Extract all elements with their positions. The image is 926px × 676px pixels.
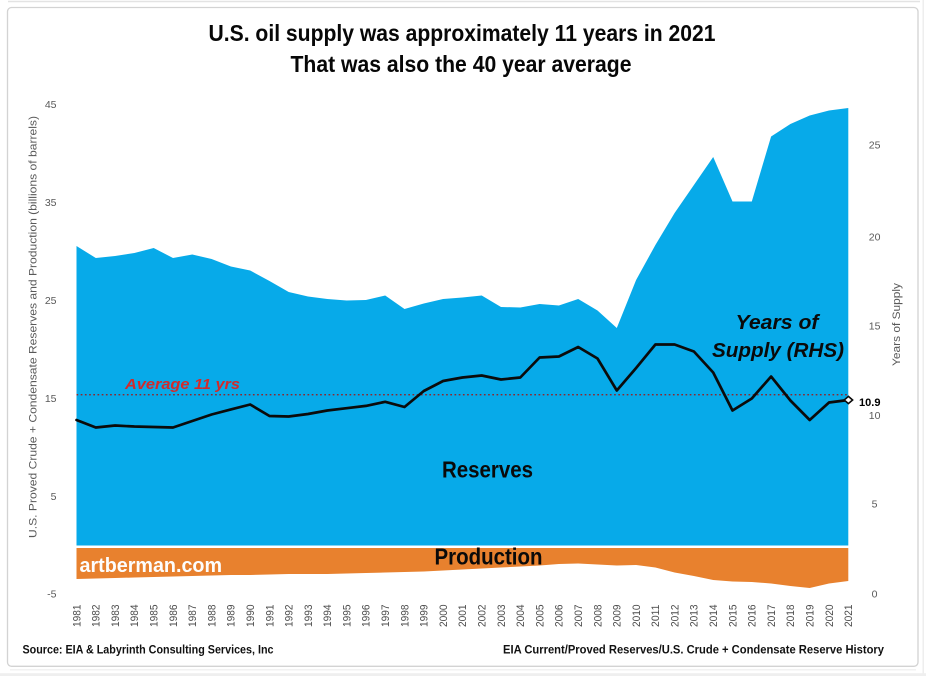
svg-text:2012: 2012 bbox=[669, 605, 681, 628]
svg-text:2003: 2003 bbox=[496, 605, 508, 628]
svg-text:-5: -5 bbox=[47, 589, 56, 601]
svg-text:artberman.com: artberman.com bbox=[80, 555, 223, 577]
svg-text:25: 25 bbox=[45, 295, 57, 307]
svg-text:2010: 2010 bbox=[631, 605, 643, 628]
svg-text:1993: 1993 bbox=[303, 605, 315, 628]
svg-text:25: 25 bbox=[869, 139, 881, 151]
svg-text:5: 5 bbox=[872, 498, 878, 510]
svg-text:EIA Current/Proved Reserves/U.: EIA Current/Proved Reserves/U.S. Crude +… bbox=[503, 645, 885, 657]
svg-text:35: 35 bbox=[45, 197, 57, 209]
svg-text:Source: EIA & Labyrinth Consul: Source: EIA & Labyrinth Consulting Servi… bbox=[23, 645, 275, 657]
svg-text:2000: 2000 bbox=[438, 605, 450, 628]
svg-text:15: 15 bbox=[45, 393, 57, 405]
svg-text:1997: 1997 bbox=[380, 605, 392, 628]
svg-text:20: 20 bbox=[869, 231, 881, 243]
svg-text:2008: 2008 bbox=[592, 605, 604, 628]
svg-text:2015: 2015 bbox=[727, 605, 739, 628]
svg-text:2014: 2014 bbox=[708, 605, 720, 628]
svg-text:2016: 2016 bbox=[747, 605, 759, 628]
svg-text:1998: 1998 bbox=[399, 605, 411, 628]
svg-text:Average 11 yrs: Average 11 yrs bbox=[124, 377, 240, 393]
svg-text:Years of Supply: Years of Supply bbox=[891, 282, 903, 366]
svg-text:2017: 2017 bbox=[766, 605, 778, 628]
svg-text:U.S. Proved Crude + Condensate: U.S. Proved Crude + Condensate Reserves … bbox=[28, 116, 40, 538]
svg-text:1994: 1994 bbox=[322, 605, 334, 628]
svg-text:1984: 1984 bbox=[129, 605, 141, 628]
svg-text:1986: 1986 bbox=[168, 605, 180, 628]
svg-text:1990: 1990 bbox=[245, 605, 257, 628]
svg-text:2011: 2011 bbox=[650, 605, 662, 628]
svg-text:0: 0 bbox=[872, 588, 878, 600]
svg-text:2009: 2009 bbox=[612, 605, 624, 628]
svg-text:5: 5 bbox=[51, 491, 57, 503]
svg-text:1988: 1988 bbox=[206, 605, 218, 628]
svg-text:1987: 1987 bbox=[187, 605, 199, 628]
svg-text:Supply (RHS): Supply (RHS) bbox=[712, 340, 844, 362]
svg-text:2006: 2006 bbox=[554, 605, 566, 628]
svg-text:10.9: 10.9 bbox=[859, 397, 881, 409]
svg-text:2013: 2013 bbox=[689, 605, 701, 628]
svg-text:15: 15 bbox=[869, 320, 881, 332]
svg-text:10: 10 bbox=[869, 410, 881, 422]
svg-text:2019: 2019 bbox=[805, 605, 817, 628]
svg-text:1989: 1989 bbox=[226, 605, 238, 628]
svg-text:2005: 2005 bbox=[534, 605, 546, 628]
svg-text:1982: 1982 bbox=[91, 605, 103, 628]
svg-text:1996: 1996 bbox=[361, 605, 373, 628]
svg-text:2020: 2020 bbox=[824, 605, 836, 628]
svg-text:1995: 1995 bbox=[341, 605, 353, 628]
svg-text:Reserves: Reserves bbox=[442, 457, 533, 483]
svg-text:2007: 2007 bbox=[573, 605, 585, 628]
svg-text:1992: 1992 bbox=[284, 605, 296, 628]
svg-text:2002: 2002 bbox=[477, 605, 489, 628]
svg-text:1981: 1981 bbox=[71, 605, 83, 628]
svg-text:That was also the 40 year aver: That was also the 40 year average bbox=[291, 51, 632, 77]
svg-text:2001: 2001 bbox=[457, 605, 469, 628]
svg-text:45: 45 bbox=[45, 99, 57, 111]
svg-text:U.S. oil supply was approximat: U.S. oil supply was approximately 11 yea… bbox=[209, 20, 716, 46]
svg-text:2021: 2021 bbox=[843, 605, 855, 628]
svg-text:1991: 1991 bbox=[264, 605, 276, 628]
svg-text:2004: 2004 bbox=[515, 605, 527, 628]
svg-text:1983: 1983 bbox=[110, 605, 122, 628]
svg-text:1999: 1999 bbox=[419, 605, 431, 628]
svg-text:2018: 2018 bbox=[785, 605, 797, 628]
svg-text:Production: Production bbox=[435, 544, 543, 570]
svg-text:1985: 1985 bbox=[149, 605, 161, 628]
svg-text:Years of: Years of bbox=[736, 312, 821, 334]
